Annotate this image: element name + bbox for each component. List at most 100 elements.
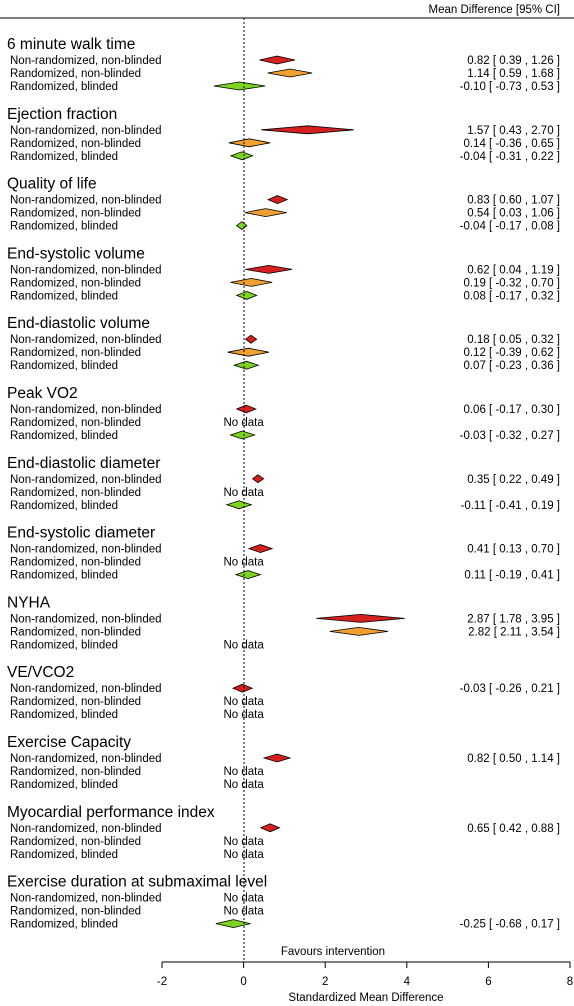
row-label: Non-randomized, non-blinded <box>10 334 162 346</box>
row-label: Non-randomized, non-blinded <box>10 613 162 625</box>
row-label: Randomized, non-blinded <box>10 277 141 289</box>
effect-diamond <box>228 138 271 148</box>
group-title: End-systolic diameter <box>7 525 155 542</box>
ci-value: 0.65 [ 0.42 , 0.88 ] <box>467 823 560 835</box>
ci-value: 0.12 [ -0.39 , 0.62 ] <box>463 347 560 359</box>
x-axis-title: Standardized Mean Difference <box>288 992 443 1004</box>
effect-diamond <box>259 55 296 65</box>
group-title: Quality of life <box>7 176 97 193</box>
row-label: Randomized, non-blinded <box>10 138 141 150</box>
group-title: Peak VO2 <box>7 385 78 402</box>
ci-value: -0.11 [ -0.41 , 0.19 ] <box>460 500 560 512</box>
row-label: Randomized, blinded <box>10 360 118 372</box>
row-label: Randomized, blinded <box>10 151 118 163</box>
row-label: Non-randomized, non-blinded <box>10 55 162 67</box>
x-tick-label: 6 <box>485 976 491 988</box>
row-label: Non-randomized, non-blinded <box>10 474 162 486</box>
effect-diamond <box>316 613 405 623</box>
row-label: Randomized, non-blinded <box>10 487 141 499</box>
effect-diamond <box>225 500 253 510</box>
row-label: Non-randomized, non-blinded <box>10 264 162 276</box>
row-label: Randomized, blinded <box>10 570 118 582</box>
ci-value: 1.14 [ 0.59 , 1.68 ] <box>467 68 560 80</box>
ci-value: -0.03 [ -0.26 , 0.21 ] <box>460 683 560 695</box>
effect-diamond <box>235 221 248 231</box>
ci-value: 0.54 [ 0.03 , 1.06 ] <box>467 208 560 220</box>
ci-value: 0.82 [ 0.50 , 1.14 ] <box>467 753 560 765</box>
effect-diamond <box>251 474 265 484</box>
ci-value: -0.10 [ -0.73 , 0.53 ] <box>460 81 560 93</box>
ci-value: 0.62 [ 0.04 , 1.19 ] <box>467 264 560 276</box>
ci-value: 0.14 [ -0.36 , 0.65 ] <box>463 138 560 150</box>
row-label: Randomized, blinded <box>10 221 118 233</box>
group-title: End-diastolic diameter <box>7 455 160 472</box>
effect-diamond <box>234 570 262 580</box>
row-label: Randomized, non-blinded <box>10 626 141 638</box>
effect-diamond <box>244 208 287 218</box>
no-data-label: No data <box>223 779 264 791</box>
ci-value: 0.08 [ -0.17 , 0.32 ] <box>463 290 560 302</box>
ci-value: 2.82 [ 2.11 , 3.54 ] <box>468 626 560 638</box>
no-data-label: No data <box>223 487 264 499</box>
row-label: Randomized, non-blinded <box>10 347 141 359</box>
ci-value: -0.04 [ -0.31 , 0.22 ] <box>460 151 560 163</box>
group-title: End-systolic volume <box>7 245 145 262</box>
effect-diamond <box>267 195 289 205</box>
group-title: Exercise duration at submaximal level <box>7 874 267 891</box>
effect-diamond <box>245 264 293 274</box>
row-label: Randomized, blinded <box>10 290 118 302</box>
effect-diamond <box>232 360 260 370</box>
no-data-label: No data <box>223 836 264 848</box>
x-tick-label: 2 <box>322 976 328 988</box>
row-label: Randomized, blinded <box>10 919 118 931</box>
ci-value: 0.07 [ -0.23 , 0.36 ] <box>463 360 560 372</box>
row-label: Randomized, blinded <box>10 500 118 512</box>
group-title: NYHA <box>7 594 51 611</box>
x-axis: -2 0 2 4 6 8 <box>157 961 573 988</box>
effect-diamond <box>230 277 273 287</box>
ci-value: 0.19 [ -0.32 , 0.70 ] <box>463 277 560 289</box>
effect-diamond <box>329 626 389 636</box>
row-label: Non-randomized, non-blinded <box>10 753 162 765</box>
effect-diamond <box>213 81 266 91</box>
row-label: Randomized, blinded <box>10 709 118 721</box>
row-label: Randomized, non-blinded <box>10 906 141 918</box>
ci-value: 2.87 [ 1.78 , 3.95 ] <box>467 613 560 625</box>
ci-value: 0.82 [ 0.39 , 1.26 ] <box>467 55 560 67</box>
effect-diamond <box>235 404 257 414</box>
row-label: Randomized, non-blinded <box>10 417 141 429</box>
no-data-label: No data <box>223 639 264 651</box>
effect-diamond <box>259 823 281 833</box>
row-label: Randomized, non-blinded <box>10 557 141 569</box>
row-label: Non-randomized, non-blinded <box>10 823 162 835</box>
effect-diamond <box>227 347 269 357</box>
row-label: Non-randomized, non-blinded <box>10 195 162 207</box>
row-label: Randomized, blinded <box>10 81 118 93</box>
effect-diamond <box>247 544 274 554</box>
row-label: Non-randomized, non-blinded <box>10 544 162 556</box>
row-label: Non-randomized, non-blinded <box>10 893 162 905</box>
effect-diamond <box>215 919 251 929</box>
ci-value: -0.03 [ -0.32 , 0.27 ] <box>460 430 560 442</box>
ci-value: 0.41 [ 0.13 , 0.70 ] <box>467 544 560 556</box>
row-label: Randomized, blinded <box>10 430 118 442</box>
effect-diamond <box>231 683 254 693</box>
group-title: 6 minute walk time <box>7 36 135 53</box>
ci-value: -0.04 [ -0.17 , 0.08 ] <box>460 221 560 233</box>
group-title: End-diastolic volume <box>7 315 150 332</box>
effect-diamond <box>235 290 258 300</box>
x-tick-label: 4 <box>404 976 411 988</box>
annotation-favours-intervention: Favours intervention <box>281 946 385 958</box>
ci-value: 0.35 [ 0.22 , 0.49 ] <box>467 474 560 486</box>
row-label: Non-randomized, non-blinded <box>10 683 162 695</box>
x-tick-label: 8 <box>567 976 573 988</box>
row-label: Non-randomized, non-blinded <box>10 404 162 416</box>
group-title: Myocardial performance index <box>7 804 215 821</box>
ci-value: 0.06 [ -0.17 , 0.30 ] <box>463 404 560 416</box>
effect-diamond <box>267 68 313 78</box>
effect-diamond <box>261 125 354 135</box>
effect-diamond <box>244 334 258 344</box>
row-label: Randomized, non-blinded <box>10 766 141 778</box>
x-tick-label: -2 <box>157 976 167 988</box>
header-ci-label: Mean Difference [95% CI] <box>429 4 560 16</box>
